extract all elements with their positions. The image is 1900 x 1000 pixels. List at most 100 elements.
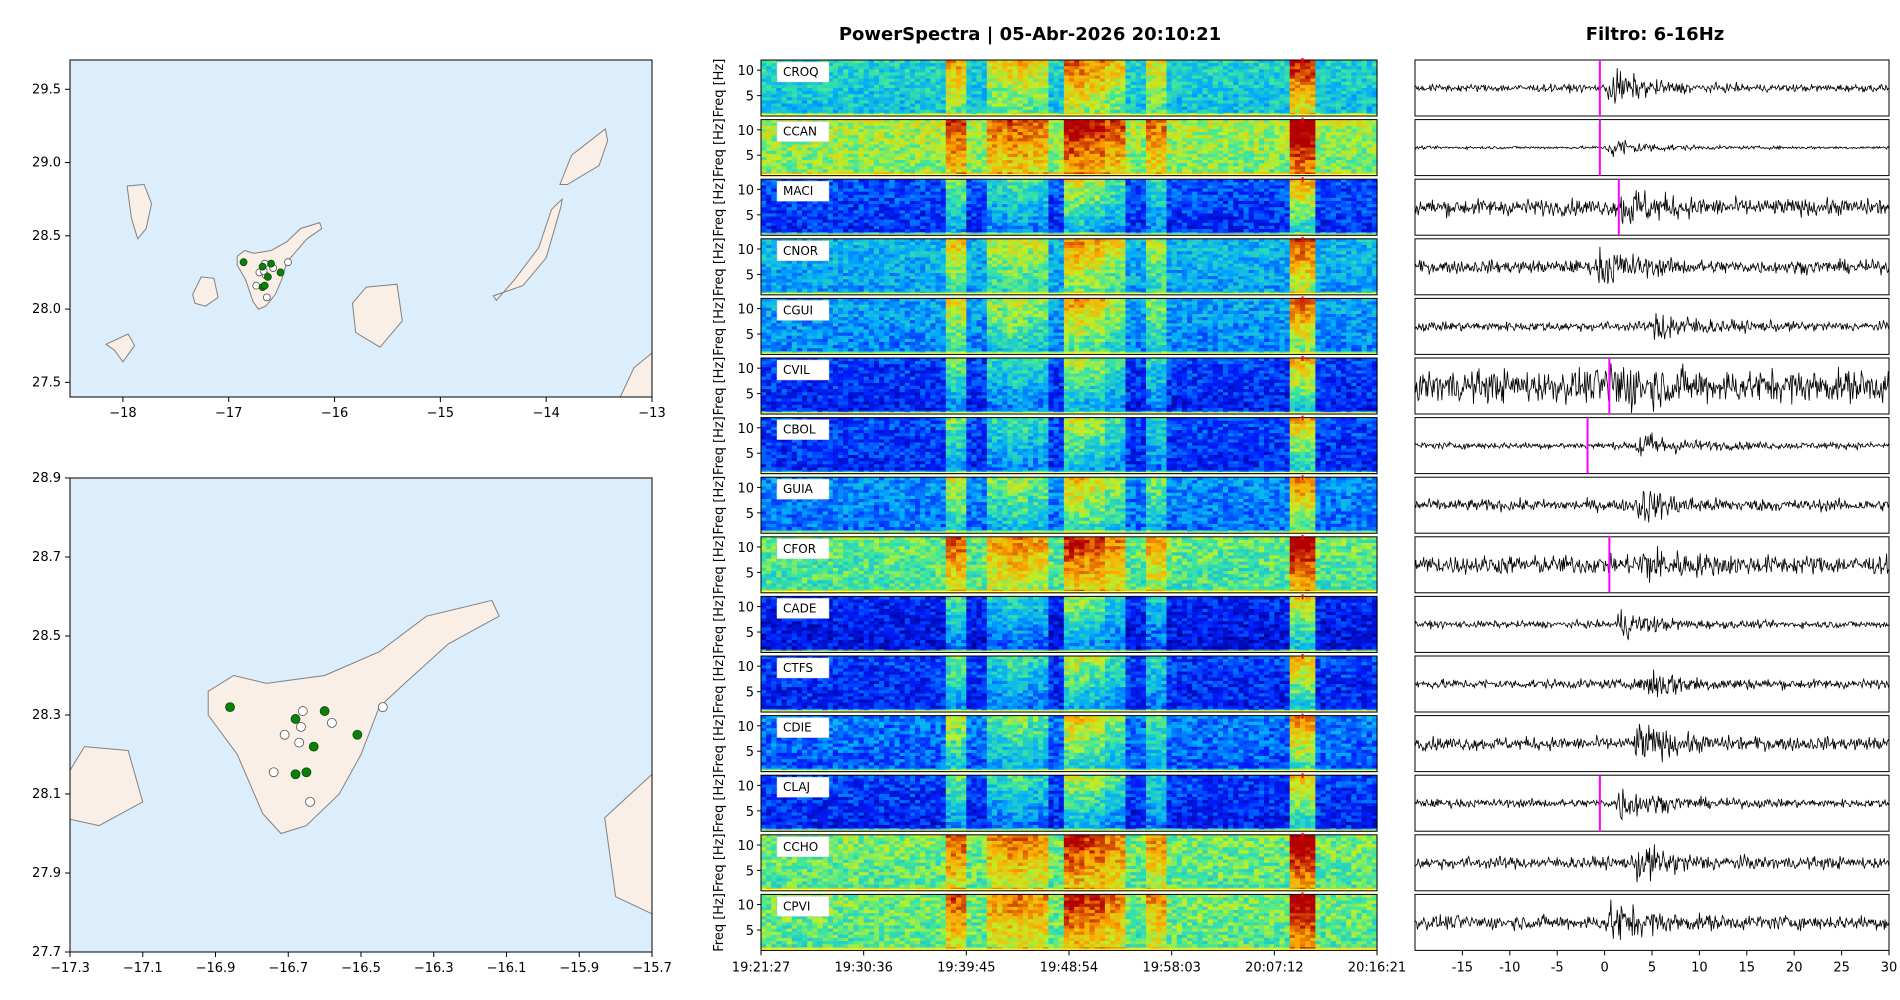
spectrogram-cell (930, 81, 937, 86)
spectrogram-cell (838, 109, 844, 114)
spectrogram-cell (843, 106, 849, 111)
spectrogram-cell (879, 60, 885, 64)
station-marker-inactive (262, 293, 271, 302)
spectrogram-cell (940, 69, 947, 74)
spectrogram-cell (894, 72, 901, 77)
y-tick-label: 28.9 (32, 471, 61, 486)
spectrogram-cell (832, 91, 839, 95)
spectrogram-cell (899, 84, 906, 89)
spectrogram-cell (930, 88, 937, 92)
spectrogram-cell (786, 88, 793, 92)
spectrogram-cell (868, 63, 875, 67)
spectrogram-cell (873, 88, 880, 92)
spectrogram-cell (781, 88, 788, 92)
station-marker-inactive (294, 737, 305, 748)
spectrogram-cell (894, 69, 901, 74)
spectrogram-cell (945, 72, 952, 77)
spectrogram-cell (884, 60, 890, 64)
spectrogram-cell (848, 109, 854, 114)
spectrogram-cell (868, 66, 875, 70)
spectrogram-cell (838, 63, 844, 67)
spectrogram-cell (945, 75, 952, 80)
spectrogram-cell (873, 63, 880, 67)
spectrogram-cell (858, 78, 865, 83)
spectrogram-cell (956, 66, 962, 70)
spectrogram-cell (761, 103, 767, 108)
spectrogram-cell (766, 88, 772, 92)
spectrogram-cell (832, 103, 839, 108)
spectrogram-cell (771, 69, 777, 74)
spectrogram-cell (966, 63, 973, 67)
spectrogram-cell (802, 84, 808, 89)
spectrogram-cell (940, 88, 947, 92)
spectrogram-cell (904, 100, 911, 105)
spectrogram-cell (925, 72, 931, 77)
spectrogram-cell (961, 63, 967, 67)
spectrogram-cell (935, 97, 942, 102)
spectrogram-cell (858, 72, 865, 77)
spectrogram-cell (904, 60, 911, 64)
spectrogram-cell (945, 84, 952, 89)
spectrogram-cell (858, 106, 865, 111)
spectrogram-cell (920, 63, 926, 67)
spectrogram-cell (868, 84, 875, 89)
spectrogram-cell (868, 109, 875, 114)
spectrogram-cell (858, 60, 865, 64)
spectrogram-title: PowerSpectra | 05-Abr-2026 20:10:21 (780, 24, 1280, 45)
x-tick-label: −16.1 (487, 961, 527, 976)
spectrogram-cell (884, 109, 890, 114)
spectrogram-cell (894, 94, 901, 98)
spectrogram-cell (781, 94, 788, 98)
spectrogram-cell (930, 66, 937, 70)
spectrogram-cell (909, 100, 916, 105)
spectrogram-cell (945, 88, 952, 92)
spectrogram-cell (822, 91, 829, 95)
spectrogram-cell (827, 91, 834, 95)
spectrogram-cell (950, 75, 957, 80)
spectrogram-cell (915, 69, 921, 74)
spectrogram-cell (843, 63, 849, 67)
spectrogram-cell (940, 100, 947, 105)
spectrogram-cell (879, 78, 885, 83)
spectrogram-cell (884, 78, 890, 83)
spectrogram-cell (873, 94, 880, 98)
spectrogram-cell (950, 63, 957, 67)
spectrogram-cell (904, 69, 911, 74)
spectrogram-cell (956, 91, 962, 95)
spectrogram-cell (807, 81, 813, 86)
spectrogram-cell (915, 103, 921, 108)
spectrogram-cell (915, 60, 921, 64)
spectrogram-cell (956, 106, 962, 111)
spectrogram-cell (909, 84, 916, 89)
spectrogram-cell (786, 103, 793, 108)
x-tick-label: −16.9 (196, 961, 236, 976)
spectrogram-cell (848, 91, 854, 95)
station-marker-inactive (284, 258, 292, 267)
y-tick-label: 28.5 (32, 629, 61, 644)
spectrogram-cell (966, 84, 973, 89)
spectrogram-cell (899, 97, 906, 102)
spectrogram-cell (827, 75, 834, 80)
spectrogram-cell (858, 88, 865, 92)
spectrogram-cell (950, 69, 957, 74)
spectrogram-cell (853, 91, 860, 95)
x-tick-label: −17 (215, 406, 242, 421)
spectrogram-cell (848, 63, 854, 67)
spectrogram-cell (899, 75, 906, 80)
spectrogram-cell (761, 69, 767, 74)
spectrogram-cell (796, 109, 803, 114)
spectrogram-cell (848, 94, 854, 98)
spectrogram-cell (771, 72, 777, 77)
spectrogram-cell (899, 63, 906, 67)
spectrogram-cell (889, 88, 896, 92)
station-marker-inactive (297, 706, 308, 716)
spectrogram-cell (915, 72, 921, 77)
spectrogram-cell (889, 84, 896, 89)
spectrogram-cell (853, 75, 860, 80)
spectrogram-cell (827, 100, 834, 105)
spectrogram-cell (889, 72, 896, 77)
spectrogram-cell (966, 75, 973, 80)
spectrogram-cell (848, 88, 854, 92)
spectrogram-cell (909, 75, 916, 80)
spectrogram-cell (920, 60, 926, 64)
